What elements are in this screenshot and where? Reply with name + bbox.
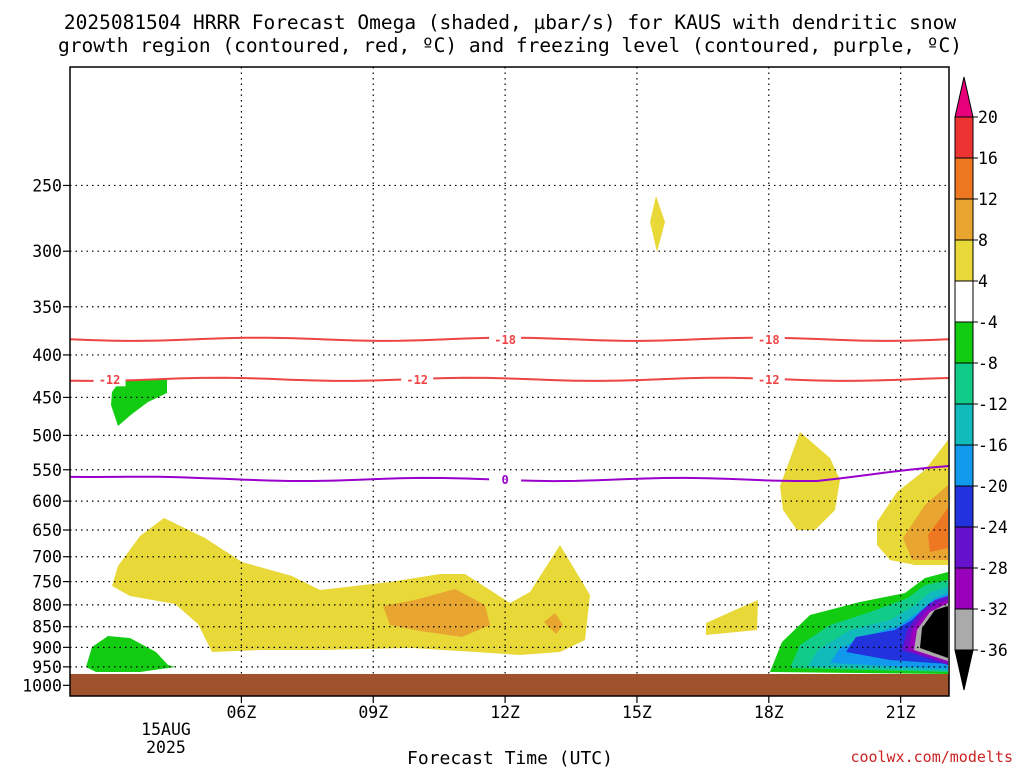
- colorbar-swatch: [954, 526, 974, 569]
- colorbar-swatch: [954, 321, 974, 364]
- x-tick-label: 15Z: [622, 703, 652, 722]
- colorbar-top-arrow: [954, 76, 974, 118]
- colorbar-swatch: [954, 485, 974, 528]
- plot-area: -18 -18 -12 -12 -12 0: [69, 66, 950, 697]
- colorbar-label: 4: [978, 272, 988, 291]
- omega-region-negative: [86, 636, 175, 672]
- colorbar-swatch: [954, 157, 974, 200]
- contour-label: -12: [406, 373, 428, 387]
- ground-surface: [70, 674, 949, 696]
- y-tick-label: 500: [32, 426, 62, 445]
- y-tick-label: 850: [32, 618, 62, 637]
- x-date-label-year: 2025: [146, 738, 186, 757]
- colorbar-swatch: [954, 280, 974, 323]
- omega-region-positive-strong: [383, 589, 490, 637]
- omega-region-positive: [112, 518, 590, 655]
- contour-label-bg: [93, 372, 126, 387]
- omega-shading: [86, 196, 948, 674]
- y-tick-label: 600: [32, 492, 62, 511]
- y-tick-label: 300: [32, 242, 62, 261]
- contour-label: -18: [494, 333, 516, 347]
- contour-label: -12: [99, 373, 121, 387]
- colorbar-swatch: [954, 608, 974, 651]
- contour-line: [69, 376, 950, 382]
- contour-label: -12: [758, 373, 780, 387]
- x-axis-title: Forecast Time (UTC): [407, 748, 613, 768]
- colorbar-label: -28: [978, 559, 1008, 578]
- colorbar-label: -12: [978, 395, 1008, 414]
- colorbar-swatch: [954, 198, 974, 241]
- colorbar-label: -8: [978, 354, 998, 373]
- plot-frame: [69, 66, 950, 697]
- x-axis: 06Z 09Z 12Z 15Z 18Z 21Z: [226, 696, 916, 722]
- x-tick-label: 06Z: [226, 703, 256, 722]
- colorbar-label: -16: [978, 436, 1008, 455]
- colorbar: 20 16 12 8 4 -4 -8 -12 -16 -20 -24 -28 -32 -36: [954, 76, 1008, 691]
- contours: -18 -18 -12 -12 -12 0: [69, 332, 950, 487]
- credit-text: coolwx.com/modelts: [850, 748, 1013, 766]
- x-tick-label: 18Z: [754, 703, 784, 722]
- colorbar-swatch: [954, 116, 974, 159]
- grid-lines: [70, 67, 949, 696]
- omega-region-negative: [111, 378, 167, 426]
- colorbar-bottom-arrow: [954, 649, 974, 691]
- y-tick-label: 350: [32, 298, 62, 317]
- y-tick-label: 1000: [22, 676, 62, 695]
- chart-title-line-2: growth region (contoured, red, ºC) and f…: [58, 34, 962, 57]
- colorbar-swatch: [954, 444, 974, 487]
- colorbar-label: -20: [978, 477, 1008, 496]
- y-tick-label: 900: [32, 638, 62, 657]
- contour-label: 0: [501, 473, 508, 487]
- x-tick-label: 21Z: [886, 703, 916, 722]
- colorbar-swatch: [954, 567, 974, 610]
- x-date-label-day: 15AUG: [141, 720, 191, 739]
- colorbar-label: -32: [978, 600, 1008, 619]
- omega-region-negative: [920, 606, 948, 658]
- colorbar-label: -36: [978, 641, 1008, 660]
- y-axis: 2503003504004505005506006507007508008509…: [22, 176, 70, 695]
- y-tick-label: 650: [32, 521, 62, 540]
- chart-title-line-1: 2025081504 HRRR Forecast Omega (shaded, …: [64, 11, 956, 34]
- contour-label-bg: [489, 472, 522, 487]
- colorbar-label: 12: [978, 190, 998, 209]
- y-tick-label: 400: [32, 346, 62, 365]
- y-tick-label: 550: [32, 461, 62, 480]
- contour-label-bg: [489, 332, 522, 347]
- y-tick-label: 950: [32, 658, 62, 677]
- y-tick-label: 800: [32, 596, 62, 615]
- colorbar-label: -24: [978, 518, 1008, 537]
- colorbar-label: -4: [978, 313, 998, 332]
- omega-region-positive: [650, 196, 665, 252]
- colorbar-label: 16: [978, 149, 998, 168]
- colorbar-swatch: [954, 362, 974, 405]
- contour-label-bg: [401, 372, 434, 387]
- x-tick-label: 09Z: [358, 703, 388, 722]
- x-tick-label: 12Z: [490, 703, 520, 722]
- colorbar-label: 8: [978, 231, 988, 250]
- contour-label-bg: [752, 332, 785, 347]
- colorbar-swatch: [954, 239, 974, 282]
- y-tick-label: 250: [32, 176, 62, 195]
- contour-label: -18: [758, 333, 780, 347]
- omega-region-positive-strong: [928, 508, 948, 552]
- y-tick-label: 450: [32, 388, 62, 407]
- omega-region-positive-strong: [544, 613, 563, 634]
- y-tick-label: 750: [32, 573, 62, 592]
- colorbar-swatch: [954, 403, 974, 446]
- y-tick-label: 700: [32, 548, 62, 567]
- colorbar-label: 20: [978, 108, 998, 127]
- contour-label-bg: [752, 372, 785, 387]
